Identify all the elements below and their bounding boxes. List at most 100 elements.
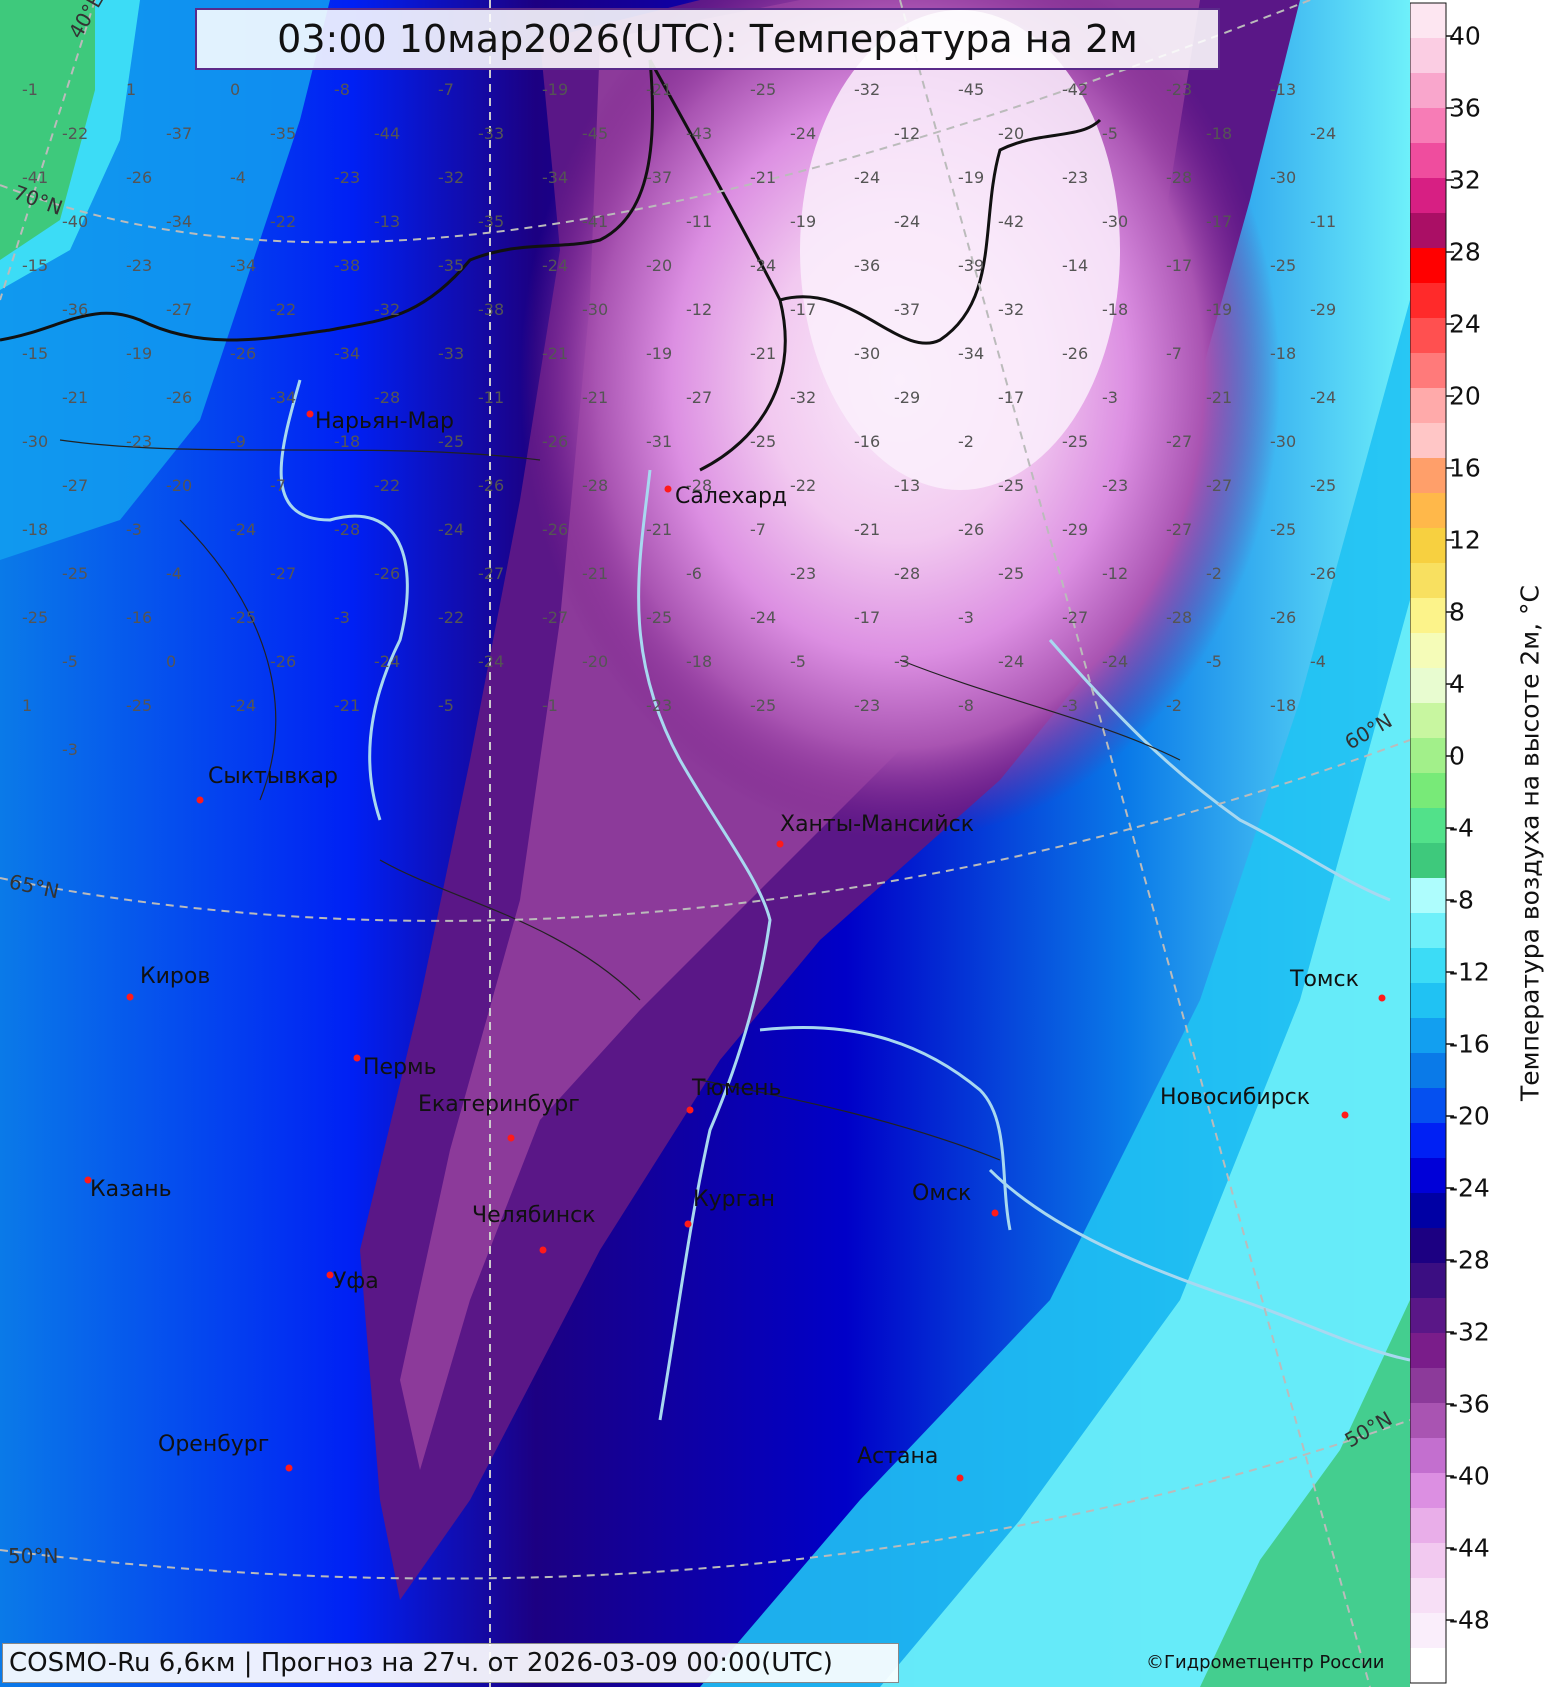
lon-80 [899, 0, 1371, 1687]
grid-temperature-value: -23 [646, 696, 672, 715]
grid-temperature-value: -37 [166, 124, 192, 143]
grid-temperature-value: -8 [334, 80, 350, 99]
grid-temperature-value: -43 [686, 124, 712, 143]
grid-temperature-value: -21 [582, 388, 608, 407]
colorbar-swatch [1410, 878, 1446, 914]
colorbar-swatch [1410, 1578, 1446, 1614]
city-marker [285, 1464, 293, 1472]
grid-temperature-value: -34 [958, 344, 984, 363]
grid-temperature-value: -23 [126, 256, 152, 275]
grid-temperature-value: -38 [478, 300, 504, 319]
grid-temperature-value: -5 [1206, 652, 1222, 671]
grid-temperature-value: -35 [478, 212, 504, 231]
city-marker [84, 1176, 92, 1184]
grid-temperature-value: -3 [1062, 696, 1078, 715]
grid-temperature-value: -25 [1270, 256, 1296, 275]
grid-temperature-value: -26 [1062, 344, 1088, 363]
colorbar-swatch [1410, 1228, 1446, 1264]
colorbar-swatch [1410, 458, 1446, 494]
grid-temperature-value: -11 [1310, 212, 1336, 231]
colorbar-tick-label: 24 [1449, 309, 1481, 339]
city-marker [1341, 1111, 1349, 1119]
grid-temperature-value: -24 [1310, 124, 1336, 143]
grid-temperature-value: -27 [478, 564, 504, 583]
grid-temperature-value: -28 [334, 520, 360, 539]
grid-temperature-value: 1 [22, 696, 32, 715]
grid-temperature-value: -30 [22, 432, 48, 451]
grid-temperature-value: -25 [1062, 432, 1088, 451]
colorbar-swatch [1410, 598, 1446, 634]
grid-temperature-value: -22 [438, 608, 464, 627]
colorbar-title: Температура воздуха на высоте 2м, °C [1515, 584, 1545, 1102]
grid-temperature-value: -20 [166, 476, 192, 495]
grid-temperature-value: -34 [334, 344, 360, 363]
grid-temperature-value: -29 [1310, 300, 1336, 319]
grid-temperature-value: -30 [582, 300, 608, 319]
colorbar-swatch [1410, 843, 1446, 879]
grid-temperature-value: -27 [542, 608, 568, 627]
east-warmer-zone [880, 600, 1410, 1687]
grid-temperature-value: -35 [438, 256, 464, 275]
grid-temperature-value: -12 [894, 124, 920, 143]
colorbar-swatch [1410, 1473, 1446, 1509]
colorbar-tick-label: -48 [1449, 1605, 1490, 1635]
grid-temperature-value: -23 [790, 564, 816, 583]
colorbar-swatch [1410, 1123, 1446, 1159]
grid-temperature-value: -3 [894, 652, 910, 671]
colorbar-swatch [1410, 1298, 1446, 1334]
grid-temperature-value: -31 [646, 432, 672, 451]
colorbar-swatch [1410, 738, 1446, 774]
grid-temperature-value: -24 [854, 168, 880, 187]
grid-temperature-value: -11 [686, 212, 712, 231]
grid-temperature-value: -19 [646, 344, 672, 363]
city-label: Сыктывкар [208, 764, 338, 789]
grid-temperature-value: -23 [1102, 476, 1128, 495]
grid-temperature-value: -30 [1270, 432, 1296, 451]
colorbar-tick-label: -12 [1449, 957, 1490, 987]
grid-temperature-value: -40 [62, 212, 88, 231]
grid-temperature-value: -18 [1270, 344, 1296, 363]
grid-temperature-value: -18 [334, 432, 360, 451]
colorbar-tick-label: -8 [1449, 885, 1474, 915]
model-footer: COSMO-Ru 6,6км | Прогноз на 27ч. от 2026… [2, 1643, 899, 1683]
grid-temperature-value: -30 [1102, 212, 1128, 231]
grid-temperature-value: -3 [958, 608, 974, 627]
colorbar-tick-label: -44 [1449, 1533, 1490, 1563]
grid-temperature-value: -21 [854, 520, 880, 539]
grid-temperature-value: -23 [854, 696, 880, 715]
grid-temperature-value: -25 [750, 696, 776, 715]
grid-temperature-value: -20 [582, 652, 608, 671]
colorbar-swatch [1410, 1193, 1446, 1229]
grid-temperature-value: -26 [478, 476, 504, 495]
grid-temperature-value: -44 [374, 124, 400, 143]
grid-temperature-value: -22 [62, 124, 88, 143]
coastline [0, 59, 1102, 472]
colorbar-swatch [1410, 1543, 1446, 1579]
colorbar-tick-label: -20 [1449, 1101, 1490, 1131]
grid-temperature-value: -30 [854, 344, 880, 363]
temperature-map: 70°N65°N60°N50°N50°N40°E -1 1 0 -8 -7 -19 -21-… [0, 0, 1410, 1687]
grid-temperature-value: -27 [1206, 476, 1232, 495]
city-label: Пермь [363, 1055, 437, 1080]
grid-temperature-value: -25 [998, 564, 1024, 583]
colorbar-swatch [1410, 73, 1446, 109]
grid-temperature-value: -24 [750, 256, 776, 275]
colorbar-swatch [1410, 1333, 1446, 1369]
temperature-values: -1 1 0 -8 -7 -19 -21 -25 -32 -45 -42 -23 -13-22 -37 -3… [22, 80, 1336, 759]
grid-temperature-value: -18 [1102, 300, 1128, 319]
colorbar-swatch [1410, 633, 1446, 669]
grid-temperature-value: -21 [582, 564, 608, 583]
grid-temperature-value: -32 [374, 300, 400, 319]
grid-temperature-value: -25 [126, 696, 152, 715]
colorbar-swatch [1410, 423, 1446, 459]
grid-temperature-value: -9 [230, 432, 246, 451]
city-label: Омск [912, 1181, 971, 1206]
city-marker [507, 1134, 515, 1142]
grid-temperature-value: -20 [646, 256, 672, 275]
grid-temperature-value: -15 [22, 256, 48, 275]
grid-temperature-value: -23 [1166, 80, 1192, 99]
grid-temperature-value: -25 [438, 432, 464, 451]
colorbar-swatch [1410, 1508, 1446, 1544]
grid-temperature-value: -26 [542, 520, 568, 539]
colorbar-swatch [1410, 1648, 1446, 1684]
